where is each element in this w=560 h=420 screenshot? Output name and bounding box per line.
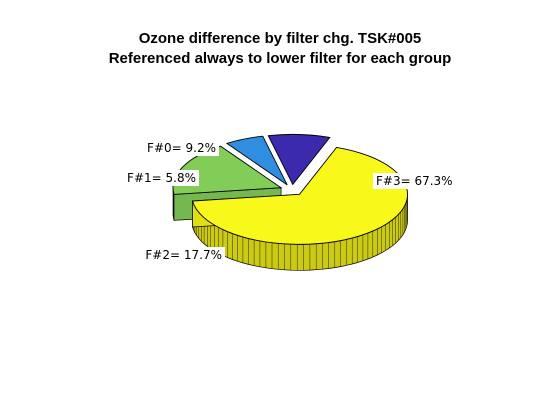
slice-label-bg xyxy=(144,140,219,156)
chart-title: Ozone difference by filter chg. TSK#005 xyxy=(138,30,422,47)
slice-label-bg xyxy=(373,173,456,189)
slice-label-bg xyxy=(124,170,199,186)
pie-slice xyxy=(267,133,331,186)
pie-slice-top xyxy=(191,146,408,245)
slice-label-bg xyxy=(142,247,225,263)
slice-label: F#2= 17.7% xyxy=(145,248,222,262)
slice-label: F#3= 67.3% xyxy=(376,174,453,188)
chart-subtitle: Referenced always to lower filter for ea… xyxy=(108,50,452,67)
slice-label: F#1= 5.8% xyxy=(127,171,196,185)
slice-label: F#0= 9.2% xyxy=(147,141,216,155)
pie-slice xyxy=(225,135,288,186)
pie-slice-top xyxy=(267,133,331,186)
pie-slice-top xyxy=(225,135,288,186)
pie-slice xyxy=(191,146,408,271)
